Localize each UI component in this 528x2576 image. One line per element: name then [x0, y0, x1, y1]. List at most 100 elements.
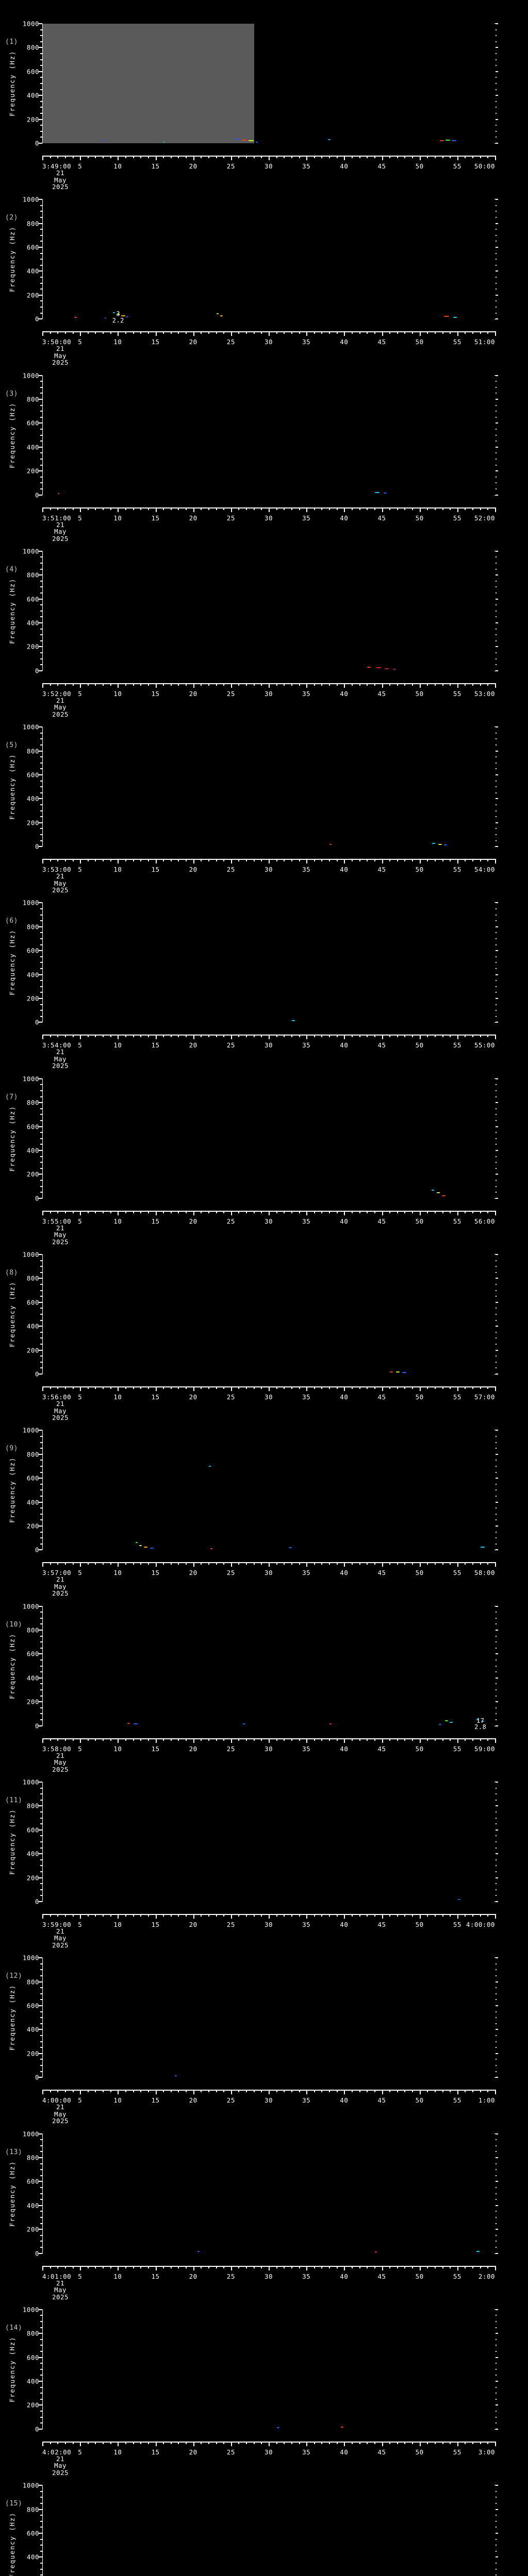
x-axis-tick — [155, 2265, 157, 2270]
y-axis-tick — [494, 300, 497, 302]
y-tick-label: 600 — [26, 1826, 39, 1834]
spectral-event-marker — [135, 1541, 138, 1543]
x-axis-tick — [367, 2265, 368, 2268]
x-axis-tick — [246, 2265, 248, 2268]
y-axis-tick — [40, 300, 42, 302]
x-axis-tick-label: 40 — [340, 2272, 349, 2280]
x-axis-tick — [404, 2090, 406, 2093]
y-axis-tick — [40, 2223, 42, 2224]
spectrogram-canvas — [43, 1782, 496, 1902]
y-axis-tick — [40, 2327, 42, 2328]
y-axis-tick — [40, 2035, 42, 2037]
x-axis-tick — [434, 507, 436, 510]
y-axis-tick — [494, 1489, 497, 1491]
x-axis: 3:52:00 5 10 15 20 25 30 35 40 45 50 55 53:00 21 May… — [42, 683, 496, 718]
x-axis-tick — [140, 1386, 142, 1389]
x-axis-tick — [140, 1913, 142, 1917]
y-axis-tick — [494, 2035, 497, 2037]
x-axis-tick — [336, 1210, 338, 1213]
x-axis-tick — [344, 1386, 345, 1392]
x-axis-tick — [118, 683, 119, 688]
x-axis-end-label: 55:00 — [474, 1041, 495, 1049]
x-axis-tick-label: 35 — [302, 2448, 311, 2456]
y-axis-tick — [494, 494, 498, 496]
y-axis-tick — [40, 1435, 42, 1437]
spectral-event-marker — [197, 2251, 200, 2252]
y-axis-tick — [494, 1120, 497, 1121]
y-axis-tick — [494, 944, 497, 945]
x-axis-tick — [110, 1913, 111, 1917]
spectral-event-marker — [163, 141, 166, 143]
y-axis-tick — [494, 1102, 498, 1104]
y-axis-tick — [494, 2556, 498, 2558]
y-axis-tick — [40, 2386, 42, 2388]
x-axis-tick — [480, 1913, 481, 1917]
y-axis-tick — [494, 1975, 497, 1977]
y-axis-tick — [39, 1653, 42, 1655]
y-axis-tick — [494, 294, 498, 296]
x-axis-tick-label: 20 — [189, 2448, 197, 2456]
x-axis-tick-label: 55 — [453, 2448, 461, 2456]
x-axis: 3:56:00 5 10 15 20 25 30 35 40 45 50 55 57:00 21 May… — [42, 1386, 496, 1421]
y-axis-tick — [39, 270, 42, 272]
x-axis-tick — [306, 1035, 308, 1040]
y-axis-tick — [494, 834, 497, 835]
x-axis-tick — [374, 683, 375, 686]
y-axis-tick — [494, 130, 497, 132]
x-axis-tick-label: 20 — [189, 2096, 197, 2105]
spectral-event-marker — [249, 140, 254, 142]
x-axis-tick — [276, 683, 277, 686]
x-axis-tick — [133, 507, 134, 510]
x-axis: 3:54:00 5 10 15 20 25 30 35 40 45 50 55 55:00 21 May… — [42, 1035, 496, 1069]
x-axis-tick — [329, 1738, 331, 1741]
y-axis-tick — [39, 1453, 42, 1455]
spectral-event-marker — [276, 2427, 279, 2428]
y-tick-label: 600 — [26, 2177, 39, 2185]
x-axis-tick — [57, 2441, 59, 2444]
y-axis-tick — [494, 2545, 497, 2546]
y-axis-tick — [40, 137, 42, 138]
x-axis-tick — [223, 1210, 225, 1213]
x-axis-tick — [434, 1738, 436, 1741]
y-axis-tick — [494, 2411, 497, 2412]
x-axis-tick-label: 35 — [302, 1920, 311, 1928]
x-axis-tick — [382, 2441, 383, 2446]
y-axis-tick — [494, 986, 497, 987]
y-axis-tick — [494, 816, 497, 818]
y-axis-tick — [39, 598, 42, 600]
x-axis-start-label: 3:55:00 — [42, 1217, 72, 1225]
x-axis-tick — [147, 507, 149, 510]
y-axis-tick — [39, 2053, 42, 2054]
y-axis-tick — [40, 986, 42, 987]
x-axis-end-label: 4:00:00 — [466, 1920, 495, 1928]
spectral-event-marker — [442, 1195, 446, 1196]
x-axis-tick — [480, 156, 481, 158]
x-axis-tick — [351, 331, 353, 334]
y-axis-tick — [494, 1114, 497, 1115]
date-day: 21 — [56, 2454, 65, 2463]
x-axis-tick-label: 55 — [453, 2272, 461, 2280]
x-axis-tick — [72, 1035, 74, 1038]
x-axis-tick — [50, 2090, 51, 2093]
x-axis-tick — [382, 2265, 383, 2270]
x-axis-tick — [472, 156, 474, 158]
x-axis-tick — [284, 507, 285, 510]
y-axis-tick — [39, 774, 42, 775]
x-axis-tick — [87, 2265, 89, 2268]
spectral-event-marker — [481, 1721, 485, 1722]
x-axis-tick-label: 5 — [78, 514, 82, 522]
y-axis-tick — [39, 1430, 42, 1431]
y-axis-tick — [39, 2029, 42, 2030]
x-axis-tick — [367, 507, 368, 510]
spectral-event-marker — [439, 1723, 442, 1725]
y-axis-tick — [494, 1156, 497, 1157]
x-axis-tick — [208, 2265, 209, 2268]
y-axis-tick — [40, 1799, 42, 1801]
y-axis-tick — [494, 1162, 497, 1163]
x-axis-tick — [261, 859, 262, 862]
spectral-event-marker — [446, 139, 451, 141]
x-axis-tick — [110, 507, 111, 510]
spectrogram-background — [43, 1078, 496, 1198]
x-axis-tick — [223, 156, 225, 158]
